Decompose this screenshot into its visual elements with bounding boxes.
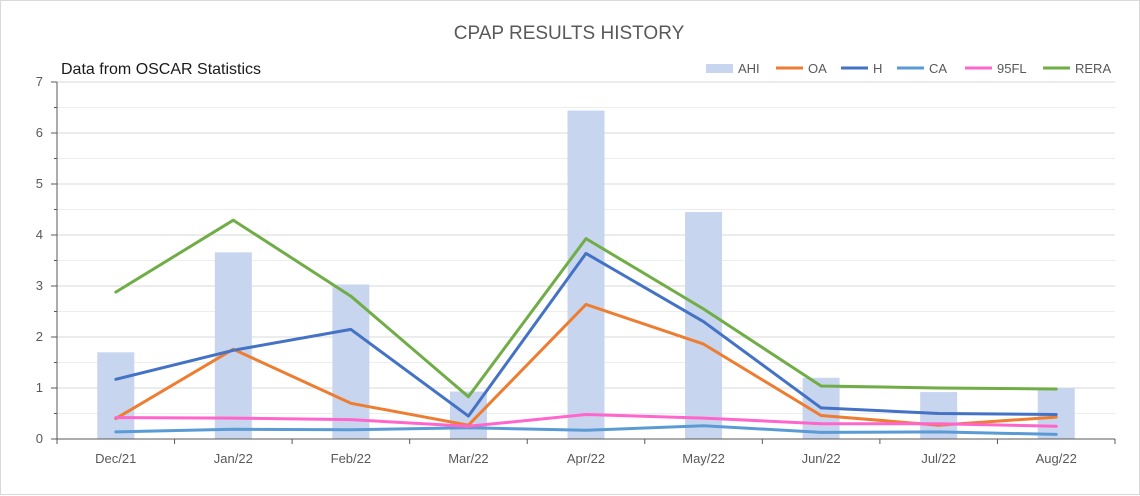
y-tick-label: 7 bbox=[36, 74, 43, 89]
x-tick-label: Apr/22 bbox=[567, 451, 605, 466]
legend: AHI OA H CA 95FL RERA bbox=[706, 61, 1111, 76]
line-ca bbox=[114, 424, 1058, 436]
x-tick-label: Dec/21 bbox=[95, 451, 136, 466]
y-tick-label: 1 bbox=[36, 380, 43, 395]
x-tick-label: Mar/22 bbox=[448, 451, 488, 466]
x-tick-label: Feb/22 bbox=[331, 451, 371, 466]
axes: 0 1 2 3 4 5 6 7 Dec/21 Jan/22 Feb/22 Mar/22 Apr/22 Ma… bbox=[36, 74, 1116, 466]
chart-title: CPAP RESULTS HISTORY bbox=[454, 23, 685, 44]
y-tick-label: 5 bbox=[36, 176, 43, 191]
x-tick-label: Jul/22 bbox=[921, 451, 956, 466]
y-tick-label: 4 bbox=[36, 227, 43, 242]
bar-ahi bbox=[214, 252, 252, 439]
line-95fl bbox=[114, 413, 1058, 428]
x-tick-label: May/22 bbox=[682, 451, 725, 466]
bar-ahi bbox=[567, 110, 605, 439]
line-oa bbox=[114, 302, 1058, 427]
y-tick-label: 3 bbox=[36, 278, 43, 293]
legend-label-95fl: 95FL bbox=[997, 61, 1027, 76]
legend-label-h: H bbox=[873, 61, 882, 76]
x-tick-label: Aug/22 bbox=[1036, 451, 1077, 466]
line-series bbox=[114, 218, 1058, 436]
x-tick-label: Jan/22 bbox=[214, 451, 253, 466]
legend-label-oa: OA bbox=[808, 61, 827, 76]
chart-subtitle: Data from OSCAR Statistics bbox=[61, 61, 261, 78]
line-rera bbox=[114, 218, 1058, 399]
bar-ahi bbox=[685, 212, 723, 439]
legend-label-ca: CA bbox=[929, 61, 947, 76]
x-tick-label: Jun/22 bbox=[802, 451, 841, 466]
legend-label-ahi: AHI bbox=[738, 61, 760, 76]
y-tick-label: 6 bbox=[36, 125, 43, 140]
bar-series-ahi bbox=[97, 110, 1075, 439]
line-h bbox=[114, 251, 1058, 418]
bar-ahi bbox=[332, 284, 370, 439]
bar-ahi bbox=[97, 352, 135, 439]
legend-swatch-ahi bbox=[706, 64, 733, 73]
y-tick-label: 0 bbox=[36, 431, 43, 446]
legend-label-rera: RERA bbox=[1075, 61, 1111, 76]
y-tick-label: 2 bbox=[36, 329, 43, 344]
